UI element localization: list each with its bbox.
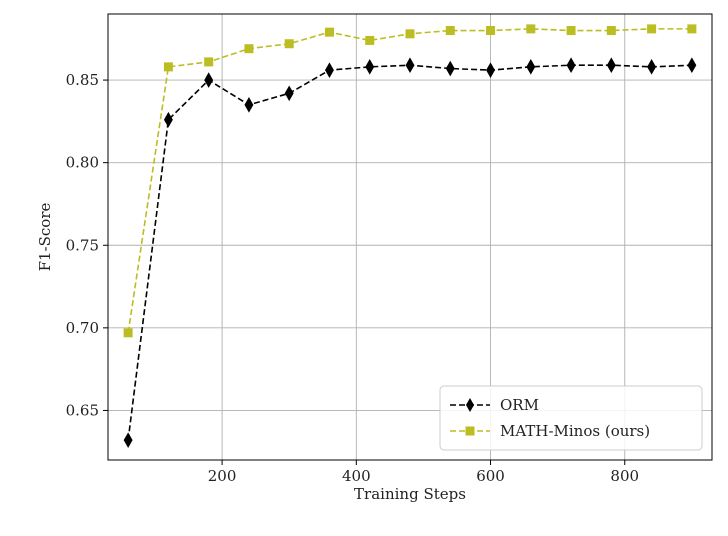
data-point xyxy=(405,57,415,74)
data-point xyxy=(284,85,294,102)
data-point xyxy=(687,57,697,74)
data-point xyxy=(244,97,254,113)
data-point xyxy=(566,26,576,36)
data-point xyxy=(163,111,173,128)
data-point xyxy=(123,432,133,448)
axis-ticks: 200 400 600 800 0.65 0.70 0.75 0.80 0.85 xyxy=(66,71,639,485)
series-orm xyxy=(123,57,697,448)
y-axis-title: F1-Score xyxy=(36,202,54,271)
data-point xyxy=(486,26,496,36)
y-tick-label: 0.85 xyxy=(66,71,99,89)
x-tick-label: 400 xyxy=(342,467,371,485)
data-point xyxy=(123,328,133,338)
legend-label: MATH-Minos (ours) xyxy=(500,422,650,440)
data-point xyxy=(445,60,455,77)
data-point xyxy=(687,24,697,34)
data-point xyxy=(486,62,495,78)
legend: ORM MATH-Minos (ours) xyxy=(439,385,703,451)
y-tick-label: 0.75 xyxy=(66,236,99,254)
x-axis-title: Training Steps xyxy=(354,485,466,503)
data-point xyxy=(365,59,375,75)
data-point xyxy=(606,57,616,74)
y-tick-label: 0.80 xyxy=(66,154,99,172)
legend-entry: ORM xyxy=(450,396,539,414)
x-tick-label: 200 xyxy=(208,467,237,485)
data-point xyxy=(405,29,415,39)
legend-entry: MATH-Minos (ours) xyxy=(450,422,650,440)
data-point xyxy=(204,72,214,88)
y-tick-label: 0.70 xyxy=(66,319,99,337)
y-tick-label: 0.65 xyxy=(66,401,99,419)
data-point xyxy=(566,57,576,74)
series-layer xyxy=(123,24,697,448)
data-point xyxy=(244,44,254,54)
data-point xyxy=(204,57,214,67)
data-point xyxy=(526,59,536,75)
series-math-minos-ours xyxy=(123,24,697,338)
legend-marker xyxy=(466,398,474,412)
data-point xyxy=(325,62,334,78)
legend-marker xyxy=(465,426,475,436)
data-point xyxy=(445,26,455,36)
axes-border xyxy=(107,13,713,461)
data-point xyxy=(647,24,657,34)
data-point xyxy=(526,24,536,34)
data-point xyxy=(647,59,657,75)
data-point xyxy=(284,39,294,49)
data-point xyxy=(606,26,616,36)
data-point xyxy=(324,27,334,37)
axes-frame xyxy=(107,13,713,461)
x-tick-label: 800 xyxy=(610,467,639,485)
data-point xyxy=(163,62,173,72)
data-point xyxy=(365,35,375,45)
legend-label: ORM xyxy=(500,396,539,414)
x-tick-label: 600 xyxy=(476,467,505,485)
legend-box xyxy=(439,385,703,451)
